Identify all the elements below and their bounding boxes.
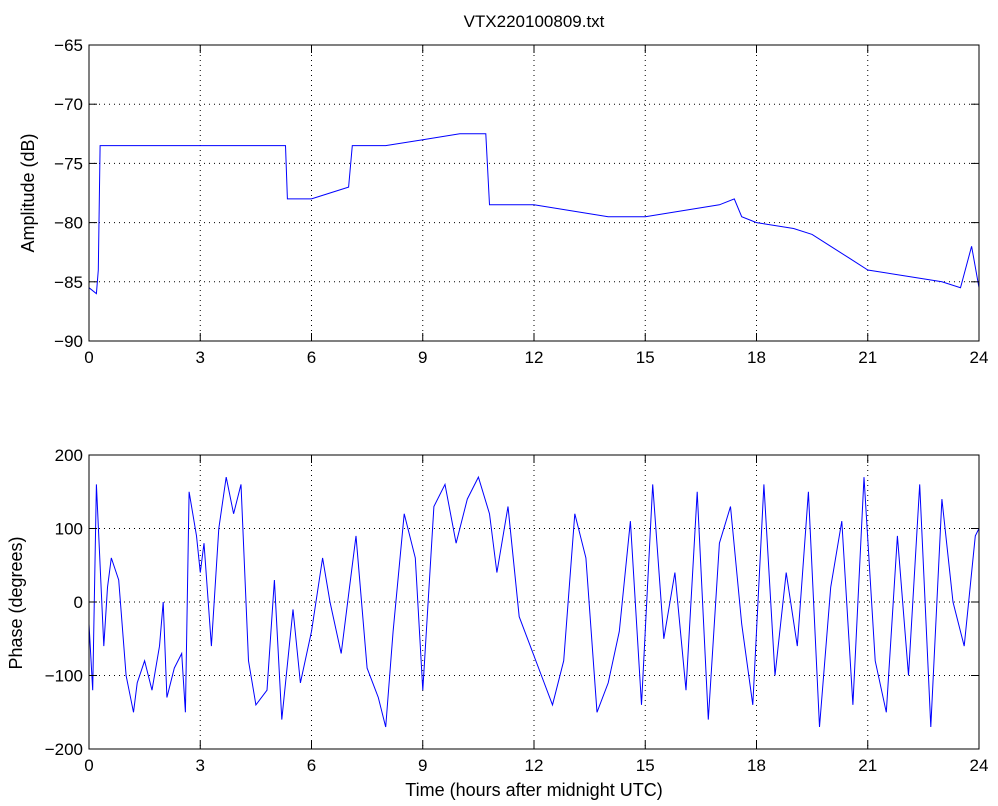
amplitude-y-tick-label: −65: [54, 36, 83, 55]
amplitude-y-ticks: −90 −85 −80 −75 −70 −65: [54, 36, 979, 351]
amplitude-series-line: [88, 133, 980, 295]
amplitude-x-tick-label: 6: [307, 348, 316, 367]
amplitude-chart-title: VTX220100809.txt: [464, 12, 605, 31]
amplitude-y-tick-label: −70: [54, 95, 83, 114]
phase-x-tick-label: 21: [858, 756, 877, 775]
phase-y-tick-label: −100: [45, 667, 83, 686]
amplitude-x-tick-label: 18: [747, 348, 766, 367]
amplitude-y-axis-label: Amplitude (dB): [18, 133, 38, 252]
amplitude-y-tick-label: −75: [54, 154, 83, 173]
phase-grid: [89, 455, 979, 749]
amplitude-x-ticks: 0 3 6 9 12 15 18 21 24: [84, 45, 988, 367]
phase-x-tick-label: 9: [418, 756, 427, 775]
amplitude-grid: [89, 45, 979, 341]
amplitude-x-tick-label: 0: [84, 348, 93, 367]
amplitude-y-tick-label: −85: [54, 273, 83, 292]
amplitude-x-tick-label: 24: [970, 348, 989, 367]
phase-y-tick-label: 0: [74, 593, 83, 612]
amplitude-x-tick-label: 12: [525, 348, 544, 367]
phase-series: [88, 475, 980, 728]
phase-x-tick-label: 15: [636, 756, 655, 775]
phase-y-axis-label: Phase (degrees): [6, 536, 26, 669]
phase-y-tick-label: 100: [55, 520, 83, 539]
amplitude-x-tick-label: 3: [196, 348, 205, 367]
phase-x-ticks: 0 3 6 9 12 15 18 21 24: [84, 455, 988, 775]
phase-x-tick-label: 3: [196, 756, 205, 775]
amplitude-chart: VTX220100809.txt Amplitude (dB) 0 3 6 9 12 15…: [18, 12, 988, 367]
phase-x-axis-label: Time (hours after midnight UTC): [405, 780, 662, 800]
phase-x-tick-label: 18: [747, 756, 766, 775]
phase-y-ticks: −200 −100 0 100 200: [45, 446, 979, 759]
phase-x-tick-label: 12: [525, 756, 544, 775]
phase-y-tick-label: 200: [55, 446, 83, 465]
amplitude-series: [88, 133, 980, 295]
phase-x-tick-label: 6: [307, 756, 316, 775]
phase-y-tick-label: −200: [45, 740, 83, 759]
phase-chart: Phase (degrees) Time (hours after midnig…: [6, 446, 988, 800]
amplitude-x-tick-label: 9: [418, 348, 427, 367]
phase-x-tick-label: 24: [970, 756, 989, 775]
amplitude-x-tick-label: 21: [858, 348, 877, 367]
phase-series-line: [88, 475, 980, 728]
amplitude-x-tick-label: 15: [636, 348, 655, 367]
amplitude-y-tick-label: −90: [54, 332, 83, 351]
amplitude-y-tick-label: −80: [54, 214, 83, 233]
phase-x-tick-label: 0: [84, 756, 93, 775]
